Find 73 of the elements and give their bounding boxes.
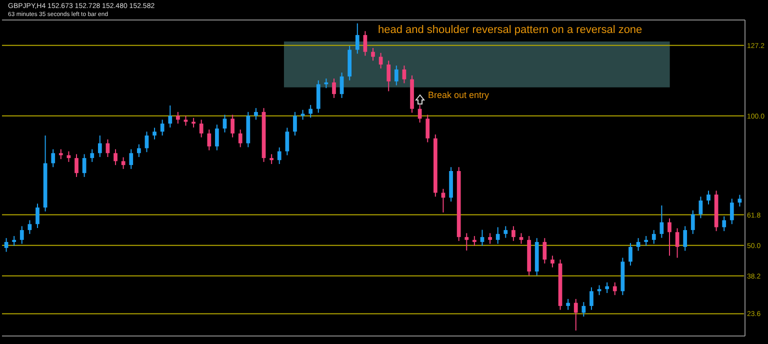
candlestick <box>254 108 258 120</box>
candlestick <box>706 190 710 205</box>
candlestick <box>332 78 336 98</box>
candlestick <box>293 111 297 136</box>
candlestick <box>386 60 391 92</box>
candlestick <box>644 236 648 246</box>
candlestick <box>612 282 617 296</box>
candlestick <box>66 150 71 162</box>
candlestick <box>58 148 63 160</box>
candlestick <box>683 226 688 252</box>
candlestick <box>355 22 360 54</box>
candlestick <box>652 230 656 244</box>
candlestick <box>340 72 344 98</box>
candlestick <box>82 154 86 178</box>
candlestick <box>488 232 492 244</box>
candlestick <box>550 255 554 268</box>
candlestick <box>730 198 734 225</box>
candlestick <box>504 226 508 238</box>
candlestick <box>230 114 234 138</box>
candlestick <box>20 226 24 244</box>
candlestick <box>137 144 141 158</box>
candlestick <box>566 298 570 310</box>
candlestick <box>152 127 156 140</box>
candlestick <box>426 114 430 143</box>
candlestick <box>464 232 469 252</box>
candlestick <box>90 148 94 162</box>
candlestick <box>668 218 672 256</box>
candlestick <box>277 146 282 165</box>
candlestick <box>207 129 212 151</box>
annotation: Break out entry <box>428 90 490 100</box>
candlestick <box>160 119 164 136</box>
candlestick <box>574 298 578 332</box>
candlestick <box>363 30 368 56</box>
candlestick <box>402 65 406 84</box>
candlestick <box>722 216 726 232</box>
candlestick <box>308 104 313 118</box>
candlestick <box>675 228 680 258</box>
candlestick <box>542 238 547 264</box>
candlestick <box>176 111 180 124</box>
candlestick <box>698 196 703 219</box>
candlestick <box>238 129 242 148</box>
candlestick <box>636 238 640 252</box>
candlestick <box>36 203 40 228</box>
candlestick <box>512 226 516 242</box>
candlestick <box>215 124 219 151</box>
candlestick <box>738 194 742 207</box>
candlestick <box>184 115 188 126</box>
annotation: head and shoulder reversal pattern on a reversal zone <box>378 24 642 36</box>
candlestick <box>582 302 586 318</box>
candlestick <box>12 236 16 246</box>
candlestick <box>74 154 78 178</box>
candlestick <box>285 127 290 156</box>
candlestick <box>28 220 32 234</box>
candlestick <box>519 232 524 244</box>
candlestick <box>222 114 227 133</box>
candlestick <box>496 226 500 244</box>
candlestick <box>371 47 375 62</box>
candlestick <box>605 282 609 294</box>
candlestick <box>270 154 274 165</box>
candlestick <box>114 148 118 166</box>
candlestick <box>199 119 204 138</box>
candlestick <box>98 135 102 158</box>
candlestick <box>51 148 56 168</box>
candlestick <box>121 156 126 170</box>
candlestick <box>690 210 695 234</box>
candlestick <box>129 148 134 170</box>
candlestick <box>394 65 398 86</box>
candlestick <box>4 238 8 252</box>
candlestick <box>472 236 476 246</box>
candlestick <box>168 104 172 128</box>
candlestick <box>590 286 594 310</box>
candlestick <box>480 229 484 246</box>
candlestick <box>628 242 632 266</box>
